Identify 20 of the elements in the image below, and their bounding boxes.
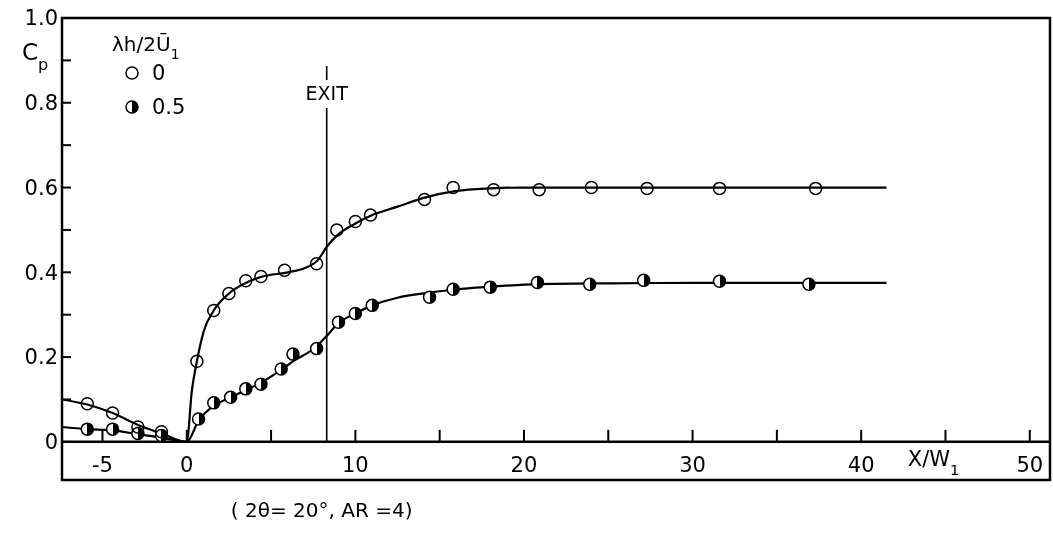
y-tick-label: 0.8 [24,91,58,116]
y-tick-label: 1.0 [24,6,58,31]
x-tick-label: 50 [1016,452,1044,477]
y-tick-label: 0.2 [24,345,58,370]
y-tick-label: 0.4 [24,260,58,285]
legend-title: λh/2Ū$_{1}$ [112,32,180,62]
legend-label: 0.5 [152,95,186,120]
x-tick-label: -5 [91,452,113,477]
y-tick-label: 0.6 [24,175,58,200]
x-axis-title: X/W$_{1}$ [907,446,960,478]
text: ( 2θ= 20°, AR =4) [230,498,413,522]
x-tick-label: 30 [679,452,706,477]
ref-line-label: EXIT [305,82,349,104]
x-tick-label: 20 [510,452,538,477]
x-tick-label: 40 [847,452,875,477]
x-tick-label: 0 [180,452,194,477]
y-axis-title: C$_{p}$ [22,39,49,74]
y-tick-label: 0 [44,430,58,455]
legend-label: 0 [152,61,166,86]
x-tick-label: 10 [342,452,369,477]
